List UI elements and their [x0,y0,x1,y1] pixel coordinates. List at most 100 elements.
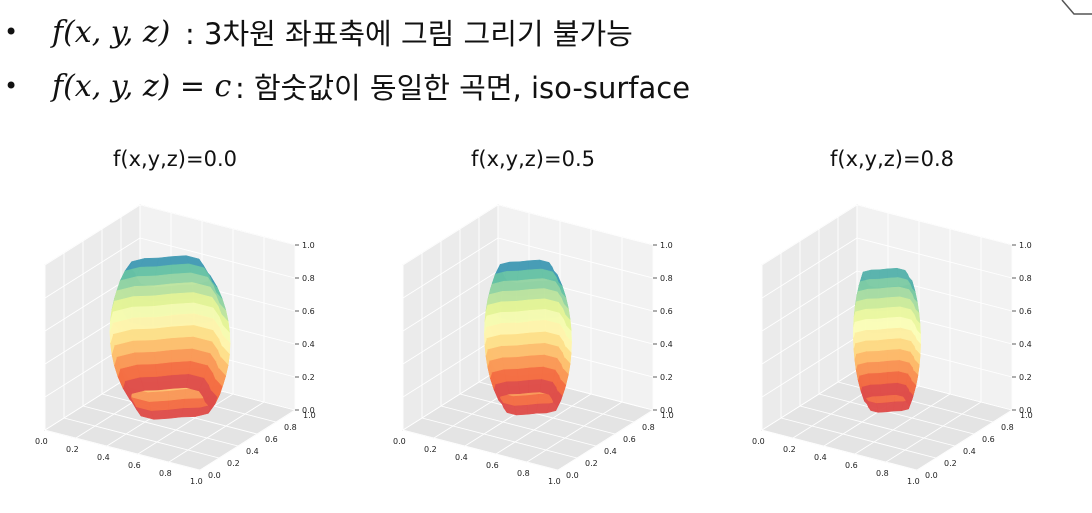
grid-line [761,204,858,266]
x-tick-label: 0.2 [783,445,796,454]
surface-facet [866,350,879,363]
surface-facet [865,298,879,310]
iso-surface [853,267,921,413]
surface-facet [528,288,546,301]
grid-line [916,409,1013,471]
surface-facet [528,366,544,381]
surface-facet [155,361,172,377]
y-tick-label: 0.8 [1001,423,1014,432]
surface-facet [887,337,901,350]
surface-facet [131,295,154,308]
y-tick-label: 0.0 [925,471,938,480]
iso-surface-plot-2: 0.0 0.2 0.4 0.6 0.8 1.0 0.0 0.2 0.4 0.6 0.8 1.0 0.0 0… [717,145,1067,513]
surface-facet [516,355,530,370]
surface-facet [152,326,172,341]
surface-facet [865,318,878,331]
surface-facet [868,269,881,280]
surface-facet [500,333,517,347]
surface-facet [171,324,195,339]
grid-line [856,237,1013,279]
grid-line [402,237,499,299]
surface-facet [887,267,899,279]
surface-facet [865,339,879,352]
grid-line [44,204,141,266]
y-tick-label: 0.8 [642,423,655,432]
surface-facet [887,286,901,298]
z-tick-label: 0.8 [302,274,315,283]
surface-facet [154,349,172,365]
surface-facet [887,327,901,340]
surface-facet [887,370,899,384]
y-tick-label: 0.6 [623,435,636,444]
surface-facet [878,277,888,290]
y-tick-label: 0.4 [963,447,976,456]
plot-title: f(x,y,z)=0.0 [112,147,237,171]
x-tick-label: 0.8 [517,469,530,478]
grid-line [497,204,654,246]
surface-facet [171,313,195,327]
x-tick-label: 0.4 [97,453,110,462]
y-tick-label: 0.4 [604,447,617,456]
grid-line [63,417,220,459]
y-tick-label: 0.8 [284,423,297,432]
grid-line [421,417,578,459]
grid-line [459,393,616,435]
grid-line [526,401,623,463]
surface-facet [528,342,546,356]
surface-facet [526,403,538,415]
surface-facet [171,348,193,363]
surface-facet [132,285,155,297]
z-tick-label: 0.6 [302,307,315,316]
surface-facet [500,311,517,324]
plot-canvas: 0.00.20.40.60.81.00.00.20.40.60.81.00.00… [752,204,1033,486]
surface-facet [879,383,888,397]
x-tick-label: 0.4 [814,453,827,462]
surface-facet [528,268,544,280]
grid-line [761,429,918,471]
z-tick-label: 0.4 [660,340,673,349]
surface-facet [887,348,901,361]
surface-facet [528,298,546,311]
surface-facet [136,363,158,378]
surface-facet [886,401,895,413]
plot-canvas: 0.00.20.40.60.81.00.00.20.40.60.81.00.00… [393,204,674,486]
grid-line [44,237,141,299]
z-tick-label: 0.6 [660,307,673,316]
grid-line [137,393,234,455]
surface-facet [887,359,900,373]
surface-facet [517,269,530,282]
grid-line [139,237,296,279]
grid-line [82,405,239,447]
x-tick-label: 1.0 [548,477,561,486]
y-tick-label: 0.0 [566,471,579,480]
y-tick-label: 0.0 [208,471,221,480]
grid-line [799,405,956,447]
surface-facet [878,268,888,280]
x-tick-label: 0.0 [752,437,765,446]
surface-facet [131,328,154,341]
z-tick-label: 0.0 [1019,406,1032,415]
y-tick-label: 0.4 [246,447,259,456]
plot-title: f(x,y,z)=0.5 [470,147,595,171]
surface-facet [528,378,542,393]
surface-facet [865,308,878,320]
z-tick-label: 1.0 [660,241,673,250]
tick-labels: 0.00.20.40.60.81.00.00.20.40.60.81.00.00… [35,241,316,486]
y-tick-label: 0.2 [227,459,240,468]
surface-facet [887,277,900,289]
surface-facet [170,263,192,275]
bullet-marker: • [4,18,19,46]
y-tick-label: 1.0 [1020,411,1033,420]
surface-facet [131,306,154,319]
bullet-marker: • [4,72,19,100]
iso-surface [109,255,231,420]
surface-facet [515,310,530,324]
x-tick-label: 0.0 [393,437,406,446]
x-tick-label: 0.2 [66,445,79,454]
surface-facet [515,343,530,358]
bullet-description: : 3차원 좌표축에 그림 그리기 불가능 [185,17,633,51]
grid-line [402,429,559,471]
surface-facet [515,289,530,302]
y-tick-label: 1.0 [303,411,316,420]
surface-facet [515,332,530,346]
